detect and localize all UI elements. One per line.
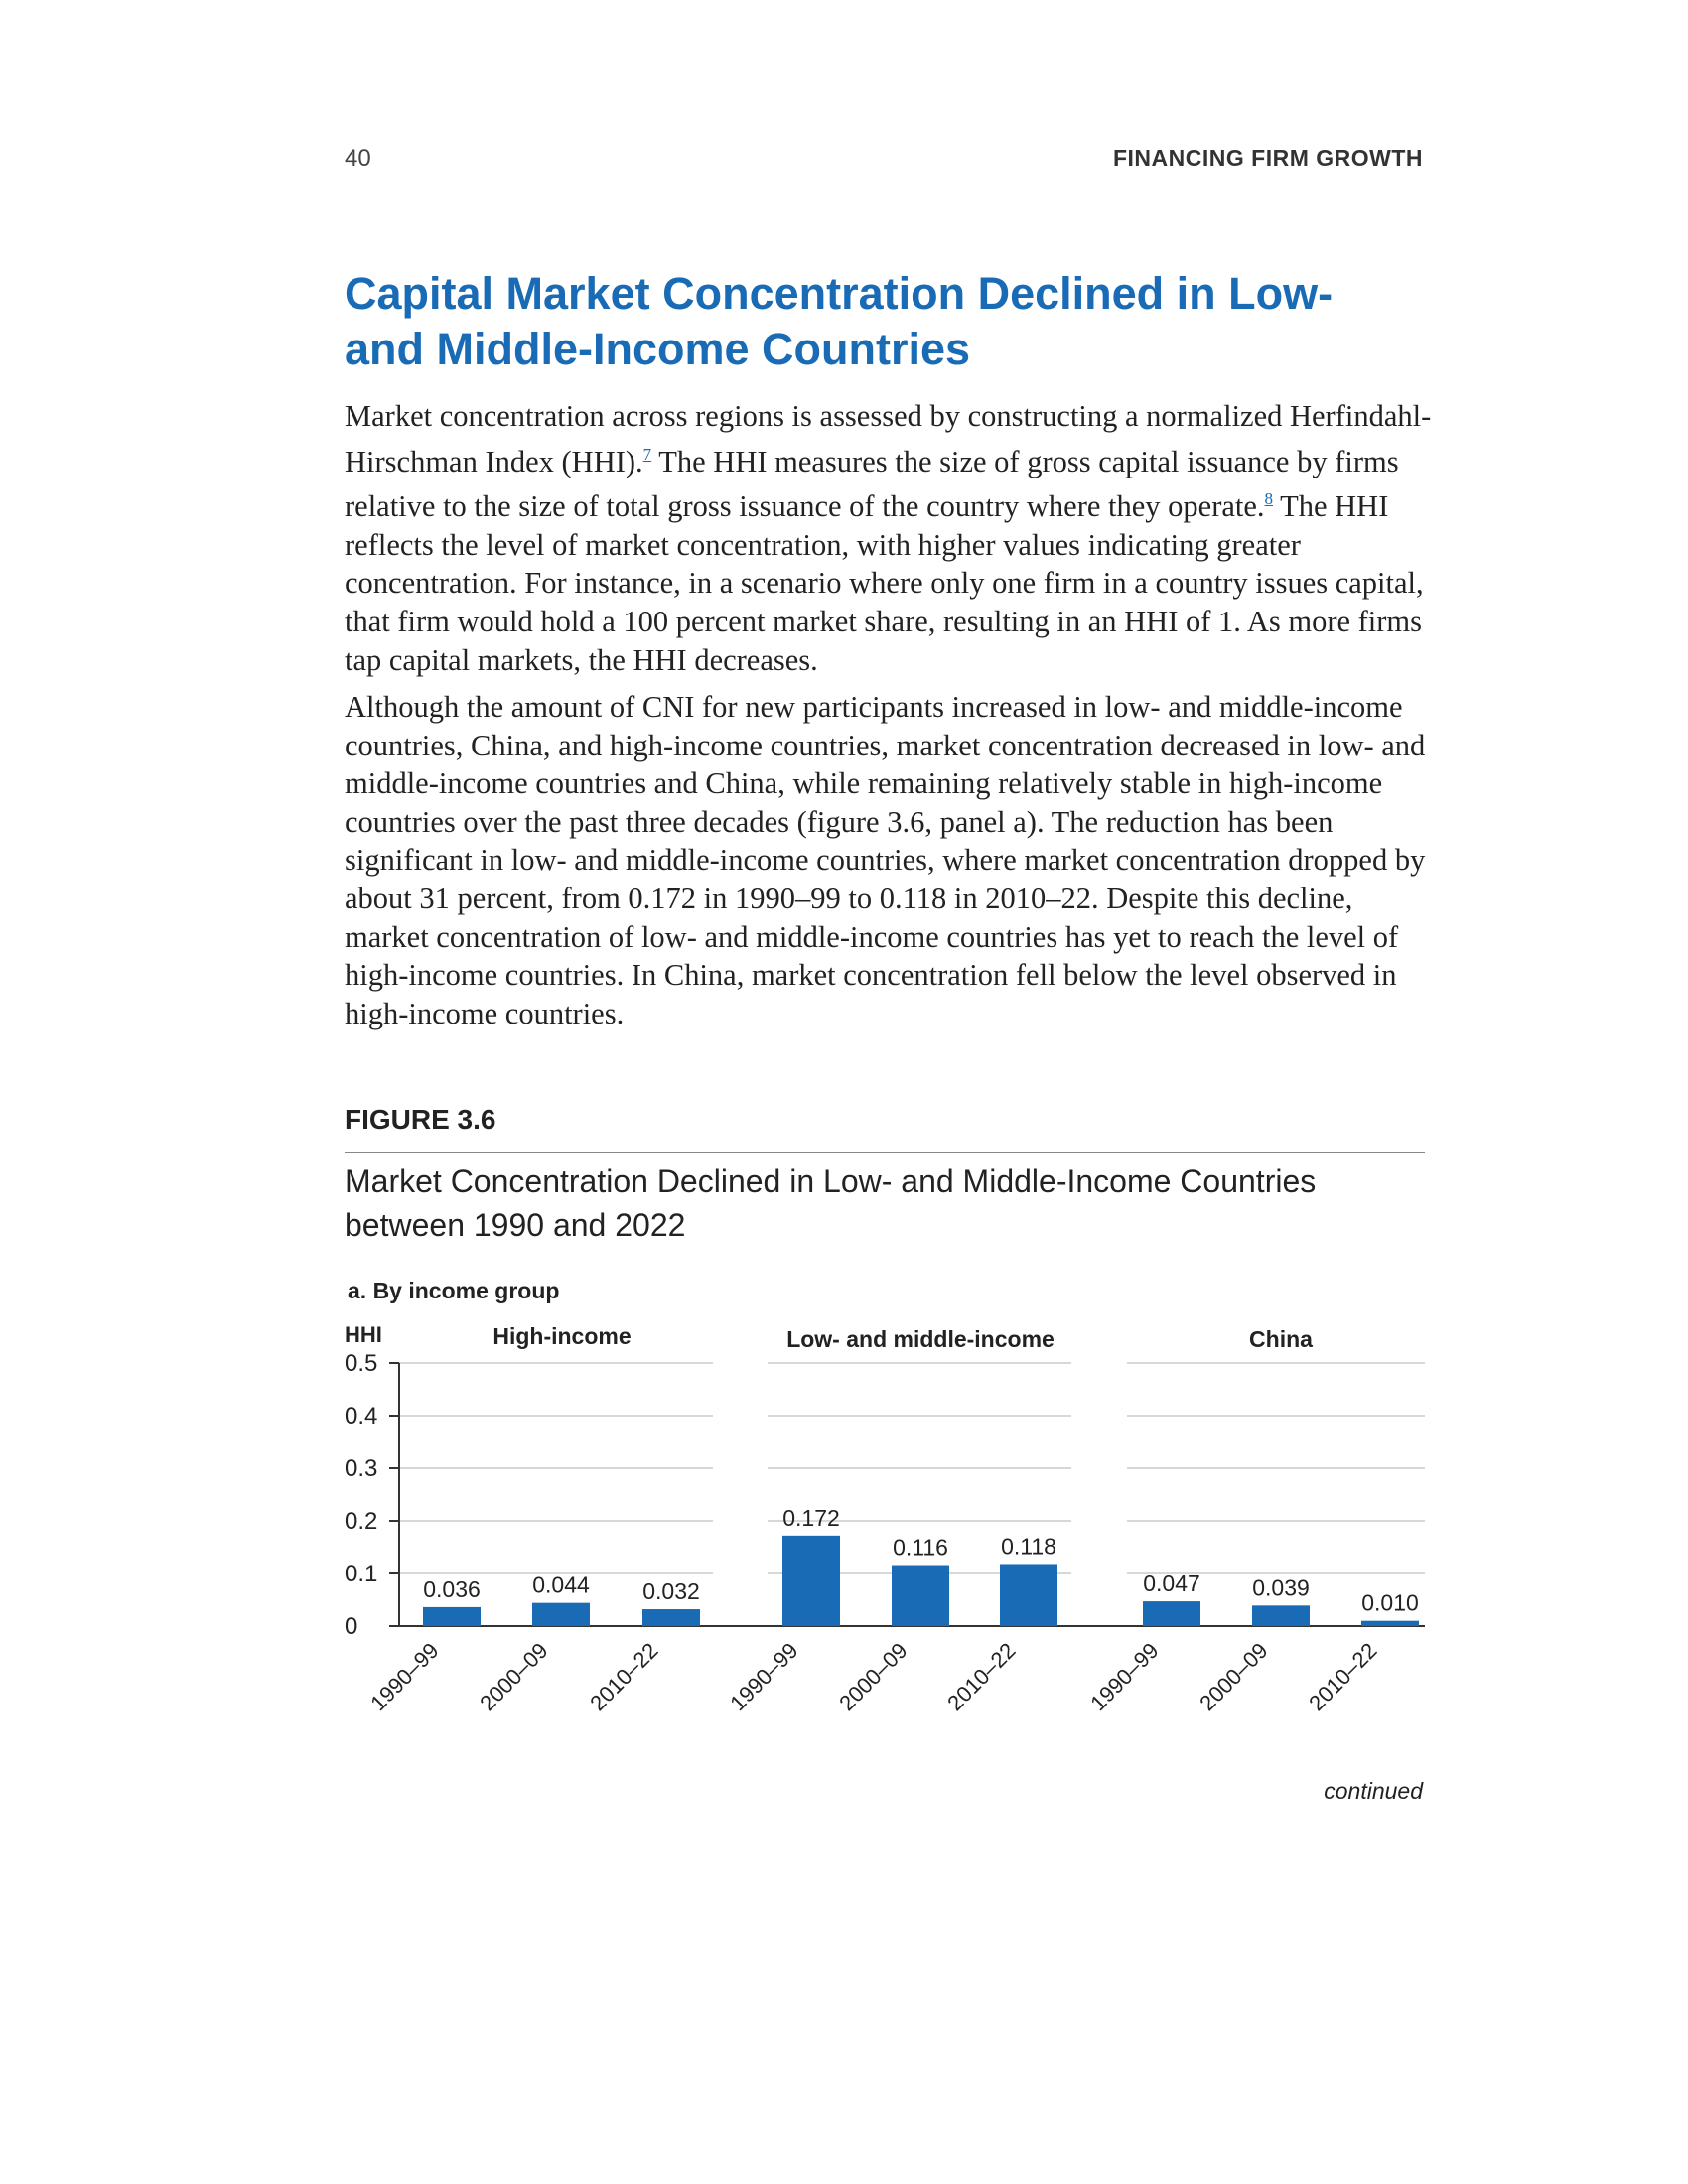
bar-value-label: 0.032 bbox=[642, 1578, 700, 1604]
x-tick-label: 1990–99 bbox=[1085, 1638, 1163, 1715]
footnote-ref-8[interactable]: 8 bbox=[1264, 489, 1274, 509]
paragraph-2: Although the amount of CNI for new parti… bbox=[345, 690, 1426, 1030]
x-tick-label: 2000–09 bbox=[834, 1638, 912, 1715]
y-tick-label: 0.4 bbox=[345, 1403, 377, 1430]
figure-title: Market Concentration Declined in Low- an… bbox=[345, 1163, 1317, 1243]
y-tick-label: 0.5 bbox=[345, 1350, 377, 1377]
x-tick-label: 2000–09 bbox=[1195, 1638, 1272, 1715]
x-tick-label: 2010–22 bbox=[585, 1638, 662, 1715]
x-tick-label: 2010–22 bbox=[1304, 1638, 1381, 1715]
bar bbox=[1000, 1564, 1057, 1626]
panel-label: a. By income group bbox=[348, 1278, 560, 1303]
x-tick-label: 2000–09 bbox=[475, 1638, 552, 1715]
bar bbox=[1252, 1605, 1310, 1626]
page-number: 40 bbox=[345, 145, 371, 172]
y-tick-label: 0.1 bbox=[345, 1561, 377, 1587]
x-tick-label: 1990–99 bbox=[365, 1638, 443, 1715]
x-tick-label: 2010–22 bbox=[942, 1638, 1020, 1715]
group-title: High-income bbox=[492, 1323, 631, 1349]
running-title: FINANCING FIRM GROWTH bbox=[1112, 145, 1423, 171]
y-axis-title: HHI bbox=[345, 1322, 382, 1347]
section-title: Capital Market Concentration Declined in… bbox=[345, 268, 1334, 374]
bar-value-label: 0.039 bbox=[1252, 1574, 1310, 1600]
y-tick-label: 0 bbox=[345, 1613, 357, 1640]
y-tick-label: 0.2 bbox=[345, 1508, 377, 1535]
paragraph-1: Market concentration across regions is a… bbox=[345, 397, 1437, 679]
paragraph-1-text-b: The HHI measures the size of gross capit… bbox=[345, 444, 1399, 524]
bar-value-label: 0.044 bbox=[532, 1572, 590, 1598]
bar bbox=[532, 1602, 590, 1626]
continued-note: continued bbox=[1324, 1778, 1423, 1804]
bar-value-label: 0.116 bbox=[893, 1535, 948, 1561]
paragraph-1-text-a: Market concentration across regions is a… bbox=[345, 399, 1432, 478]
bar-value-label: 0.172 bbox=[782, 1505, 840, 1531]
bar-value-label: 0.036 bbox=[423, 1576, 481, 1602]
bar bbox=[782, 1535, 840, 1626]
bar bbox=[1143, 1601, 1200, 1626]
figure-rule bbox=[345, 1152, 1425, 1153]
bar-value-label: 0.010 bbox=[1361, 1590, 1419, 1616]
y-tick-label: 0.3 bbox=[345, 1455, 377, 1482]
bar bbox=[892, 1565, 949, 1626]
group-title: Low- and middle-income bbox=[786, 1326, 1055, 1352]
x-tick-label: 1990–99 bbox=[725, 1638, 802, 1715]
bar bbox=[642, 1609, 700, 1626]
bar-value-label: 0.047 bbox=[1143, 1570, 1200, 1596]
bar bbox=[423, 1606, 481, 1626]
paragraph-1-text-c: The HHI reflects the level of market con… bbox=[345, 489, 1424, 677]
figure-label: FIGURE 3.6 bbox=[345, 1104, 496, 1135]
footnote-ref-7[interactable]: 7 bbox=[642, 444, 652, 464]
bar bbox=[1361, 1620, 1419, 1626]
group-title: China bbox=[1249, 1326, 1313, 1352]
bar-value-label: 0.118 bbox=[1001, 1533, 1056, 1559]
